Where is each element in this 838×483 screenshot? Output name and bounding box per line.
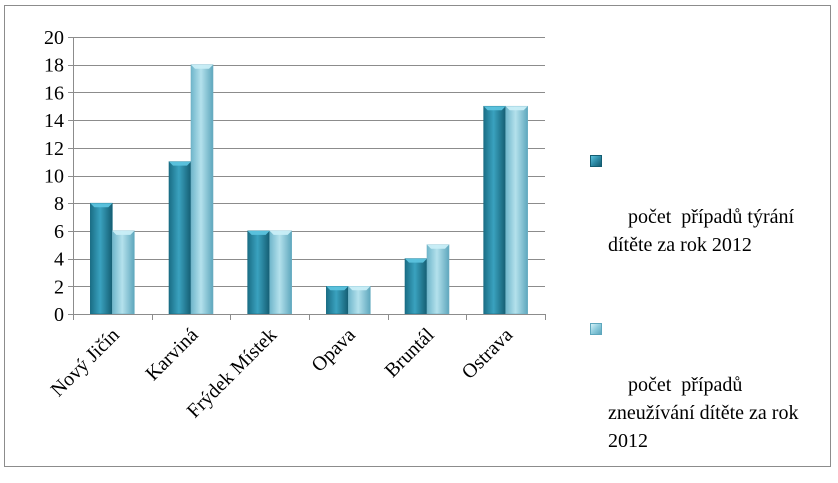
legend-label-series-2: počet případů zneužívání dítěte za rok 2… xyxy=(608,374,804,452)
bar-top-series-1-5 xyxy=(483,106,506,111)
bar-top-series-1-4 xyxy=(405,258,427,263)
bar-top-series-1-1 xyxy=(169,161,191,166)
bar-series-2-4 xyxy=(426,244,450,315)
x-category-label: Karviná xyxy=(141,324,202,385)
y-axis-tick-labels: 0 2 4 6 8 10 12 14 16 18 20 xyxy=(44,27,64,326)
y-tick-label: 8 xyxy=(54,193,64,215)
y-tick-label: 14 xyxy=(44,110,64,132)
x-category-label: Opava xyxy=(307,324,360,377)
legend-swatch-series-2 xyxy=(590,323,602,335)
bar-top-series-2-0 xyxy=(112,230,135,235)
bar-top-series-2-2 xyxy=(269,230,292,235)
legend-label-series-1: počet případů týrání dítěte za rok 2012 xyxy=(608,206,800,256)
bar-top-series-2-5 xyxy=(505,106,528,111)
bar-top-series-1-3 xyxy=(326,286,349,291)
x-category-label: Nový Jičín xyxy=(47,324,124,401)
bar-top-series-2-4 xyxy=(427,244,449,249)
chart-frame xyxy=(4,5,831,467)
bar-series-2-5 xyxy=(505,105,528,315)
x-category-label: Bruntál xyxy=(381,324,439,382)
y-tick-label: 0 xyxy=(54,304,64,326)
axes xyxy=(68,37,546,320)
bar-top-series-1-2 xyxy=(247,230,270,235)
x-category-label: Ostrava xyxy=(458,324,518,384)
legend-entry-series-1: počet případů týrání dítěte za rok 2012 xyxy=(590,147,825,287)
y-tick-label: 4 xyxy=(54,249,64,271)
bar-series-1-3 xyxy=(326,285,349,315)
y-tick-label: 6 xyxy=(54,221,64,243)
bar-top-series-2-3 xyxy=(348,286,371,291)
y-tick-label: 12 xyxy=(44,138,64,160)
legend-entry-series-2: počet případů zneužívání dítěte za rok 2… xyxy=(590,315,825,483)
bar-series-1-0 xyxy=(90,202,113,315)
y-tick-label: 10 xyxy=(44,166,64,188)
bar-series-1-2 xyxy=(247,230,270,315)
bar-series-1-4 xyxy=(404,258,428,315)
bar-series-2-3 xyxy=(348,285,371,315)
gridlines xyxy=(73,37,545,287)
bar-series-2-1 xyxy=(190,64,214,315)
y-tick-label: 18 xyxy=(44,55,64,77)
legend: počet případů týrání dítěte za rok 2012 … xyxy=(590,147,825,483)
bar-top-series-1-0 xyxy=(90,203,113,208)
bar-series-1-5 xyxy=(483,105,506,315)
y-tick-label: 2 xyxy=(54,276,64,298)
bars xyxy=(90,64,528,315)
legend-swatch-series-1 xyxy=(590,155,602,167)
bar-top-series-2-1 xyxy=(191,64,213,69)
bar-series-1-1 xyxy=(168,161,192,315)
y-tick-label: 16 xyxy=(44,82,64,104)
y-tick-label: 20 xyxy=(44,27,64,49)
bar-series-2-0 xyxy=(112,230,135,315)
bar-series-2-2 xyxy=(269,230,292,315)
